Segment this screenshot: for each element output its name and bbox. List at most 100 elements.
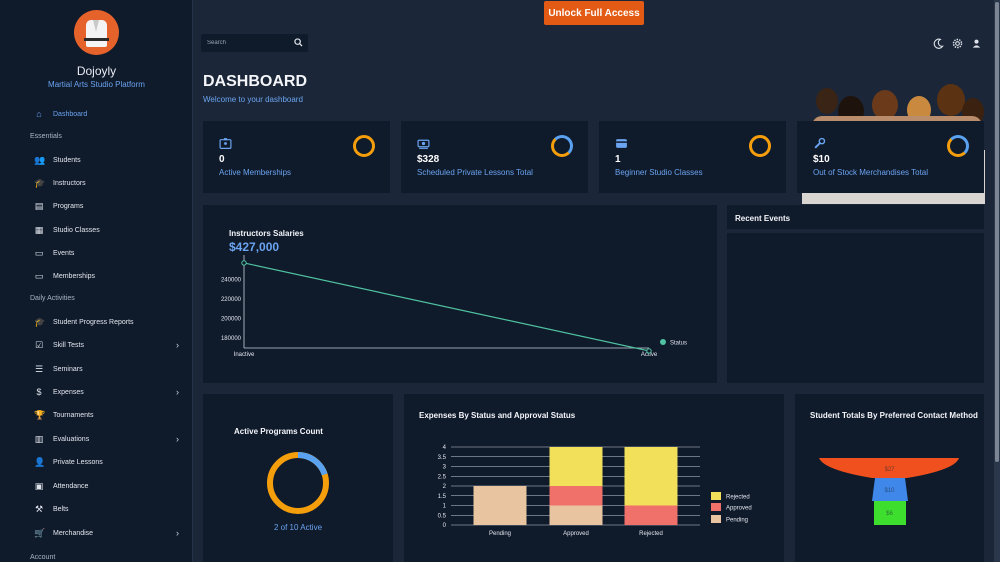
gear-icon[interactable]: [952, 38, 963, 49]
programs-card: Active Programs Count 2 of 10 Active: [203, 394, 393, 562]
y-tick-label: 220000: [221, 297, 242, 303]
home-icon: ⌂: [36, 109, 42, 119]
funnel-segment: [819, 458, 959, 478]
stat-card-merchandise[interactable]: $10 Out of Stock Merchandises Total: [797, 121, 984, 193]
data-point: [646, 348, 652, 354]
stat-label: Beginner Studio Classes: [615, 168, 703, 177]
sidebar-section-label: Account: [30, 554, 56, 561]
belt-icon: ⚒: [34, 504, 44, 514]
sidebar-item-events[interactable]: ▭ Events: [0, 243, 192, 263]
chevron-right-icon[interactable]: ›: [176, 528, 179, 538]
page-scrollbar[interactable]: [994, 0, 1000, 562]
sidebar-item-label: Dashboard: [53, 110, 88, 118]
stat-card-beginner-classes[interactable]: 1 Beginner Studio Classes: [599, 121, 786, 193]
stat-card-private-lessons[interactable]: $328 Scheduled Private Lessons Total: [401, 121, 588, 193]
divider: [727, 229, 984, 233]
salaries-card: Instructors Salaries $427,000 180000 2000…: [203, 205, 717, 383]
bar-segment-rejected: [549, 447, 603, 486]
sidebar-item-students[interactable]: 👥 Students: [0, 150, 192, 170]
salaries-line-chart: 180000 200000 220000 240000 Inactive Active St…: [221, 255, 687, 358]
chevron-right-icon[interactable]: ›: [176, 340, 179, 350]
stat-value: $10: [813, 154, 830, 165]
user-icon[interactable]: [971, 38, 982, 49]
chevron-right-icon[interactable]: ›: [176, 387, 179, 397]
contact-funnel-chart: $27 $10 $6: [819, 458, 959, 525]
sidebar-section-label: Essentials: [30, 133, 62, 140]
search-box: [201, 34, 308, 52]
scrollbar-thumb[interactable]: [995, 2, 999, 462]
sidebar-item-memberships[interactable]: ▭ Memberships: [0, 266, 192, 286]
id-card-icon: [219, 138, 232, 149]
sidebar-item-private-lessons[interactable]: 👤 Private Lessons: [0, 452, 192, 472]
stat-label: Scheduled Private Lessons Total: [417, 168, 533, 177]
legend-swatch: [711, 492, 721, 500]
sidebar-item-attendance[interactable]: ▣ Attendance: [0, 476, 192, 496]
moon-icon[interactable]: [933, 38, 944, 49]
list-icon: ☰: [34, 364, 44, 374]
progress-ring: [551, 135, 573, 157]
cart-icon: 🛒: [34, 528, 46, 538]
recent-events-card: Recent Events: [727, 205, 984, 383]
series-line: [243, 262, 650, 352]
sidebar-item-label: Belts: [53, 505, 69, 513]
sidebar-item-programs[interactable]: ▤ Programs: [0, 196, 192, 216]
y-tick-label: 2: [443, 484, 447, 490]
y-tick-label: 240000: [221, 278, 242, 284]
funnel-label: $27: [884, 467, 895, 473]
stat-card-memberships[interactable]: 0 Active Memberships: [203, 121, 390, 193]
sidebar-item-tournaments[interactable]: 🏆 Tournaments: [0, 405, 192, 425]
expenses-title: Expenses By Status and Approval Status: [419, 411, 576, 420]
dojo-logo-icon[interactable]: [74, 10, 119, 55]
progress-ring: [947, 135, 969, 157]
x-tick-label: Active: [641, 352, 658, 358]
users-icon: 👥: [34, 155, 46, 165]
user-plus-icon: 👤: [34, 457, 46, 467]
sidebar-item-expenses[interactable]: $ Expenses ›: [0, 382, 192, 402]
y-tick-label: 3: [443, 465, 447, 471]
funnel-label: $6: [886, 511, 893, 517]
funnel-segment: [874, 501, 906, 525]
x-tick-label: Rejected: [639, 531, 663, 537]
calendar-check-icon: ▣: [34, 481, 44, 491]
programs-title: Active Programs Count: [234, 427, 323, 436]
sidebar-item-studio-classes[interactable]: ▦ Studio Classes: [0, 220, 192, 240]
y-tick-label: 0: [443, 523, 447, 529]
sidebar-item-skill-tests[interactable]: ☑ Skill Tests ›: [0, 335, 192, 355]
donut-active-arc: [267, 452, 329, 514]
stat-label: Out of Stock Merchandises Total: [813, 168, 929, 177]
bar-segment-pending: [473, 486, 527, 525]
sidebar-item-seminars[interactable]: ☰ Seminars: [0, 359, 192, 379]
sidebar-item-label: Seminars: [53, 365, 83, 373]
sidebar-item-dashboard[interactable]: ⌂ Dashboard: [0, 104, 192, 124]
page-subtitle: Welcome to your dashboard: [203, 95, 303, 104]
x-tick-label: Pending: [489, 531, 511, 537]
y-tick-label: 4: [443, 445, 447, 451]
brand-name: Dojoyly: [76, 64, 117, 78]
trophy-icon: 🏆: [34, 410, 46, 420]
sidebar-item-merchandise[interactable]: 🛒 Merchandise ›: [0, 523, 192, 543]
chevron-right-icon[interactable]: ›: [176, 434, 179, 444]
unlock-full-access-button[interactable]: Unlock Full Access: [544, 1, 644, 25]
x-tick-label: Inactive: [234, 352, 255, 358]
y-tick-label: 2.5: [438, 474, 447, 480]
sidebar-item-student-progress-reports[interactable]: 🎓 Student Progress Reports: [0, 312, 192, 332]
page-title: DASHBOARD: [203, 73, 307, 90]
expenses-card: Expenses By Status and Approval Status 0…: [404, 394, 784, 562]
bar-segment-pending: [549, 505, 603, 525]
sidebar-item-evaluations[interactable]: ▥ Evaluations ›: [0, 429, 192, 449]
bar-segment-rejected: [624, 447, 678, 506]
search-icon[interactable]: [294, 38, 303, 47]
y-tick-label: 1.5: [438, 494, 447, 500]
salaries-title: Instructors Salaries: [229, 229, 304, 238]
sidebar-item-label: Memberships: [53, 272, 96, 280]
book-icon: ▤: [34, 201, 44, 211]
sidebar: Dojoyly Martial Arts Studio Platform ⌂ Da…: [0, 0, 193, 562]
sidebar-item-instructors[interactable]: 🎓 Instructors: [0, 173, 192, 193]
search-input[interactable]: [207, 37, 287, 49]
sidebar-item-label: Events: [53, 249, 75, 257]
sidebar-item-belts[interactable]: ⚒ Belts: [0, 499, 192, 519]
classroom-icon: ▦: [34, 225, 44, 235]
checkbox-icon: ☑: [34, 340, 44, 350]
sidebar-item-label: Evaluations: [53, 435, 90, 443]
stat-value: 1: [615, 154, 621, 165]
